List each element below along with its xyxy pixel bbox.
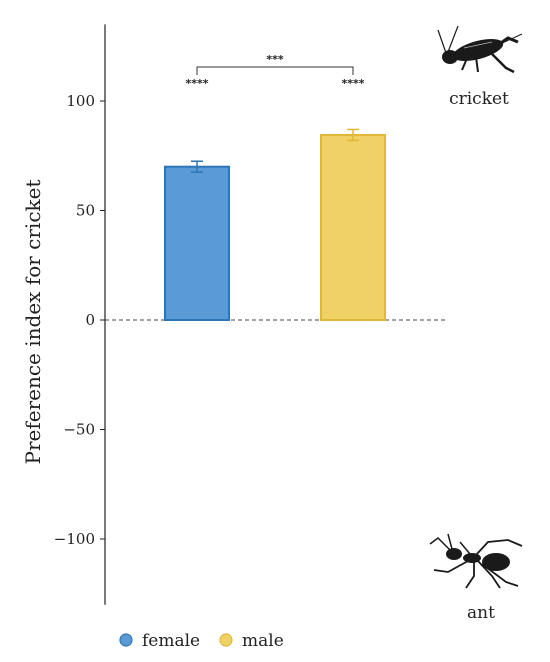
- legend-swatch-male: [219, 633, 233, 647]
- y-tick-label: 50: [76, 202, 95, 220]
- significance-female: ****: [185, 77, 208, 90]
- bars: [164, 128, 386, 321]
- cricket-icon: [437, 25, 523, 74]
- y-tick-label: 0: [85, 311, 95, 329]
- error-bar-female: [191, 160, 203, 173]
- legend: female male: [119, 631, 284, 651]
- y-tick-label: 100: [66, 92, 95, 110]
- y-axis-label: Preference index for cricket: [21, 179, 45, 464]
- legend-item-female: female: [119, 631, 200, 651]
- comparison-bracket: [196, 66, 354, 75]
- significance-male: ****: [341, 77, 364, 90]
- bar-male: [320, 133, 386, 321]
- legend-label-female: female: [142, 631, 200, 651]
- error-bar-male: [347, 128, 359, 142]
- legend-item-male: male: [219, 631, 284, 651]
- y-ticks: −100 −50 0 50 100: [54, 92, 105, 548]
- y-tick-label: −50: [63, 421, 95, 439]
- cricket-label: cricket: [449, 89, 509, 109]
- comparison-significance: ***: [266, 53, 284, 66]
- legend-label-male: male: [242, 631, 284, 651]
- ant-label: ant: [467, 603, 495, 623]
- legend-swatch-female: [119, 633, 133, 647]
- y-tick-label: −100: [54, 530, 95, 548]
- significance-annotations: **** *******: [185, 53, 364, 90]
- bar-female: [164, 165, 230, 321]
- ant-icon: [429, 533, 523, 589]
